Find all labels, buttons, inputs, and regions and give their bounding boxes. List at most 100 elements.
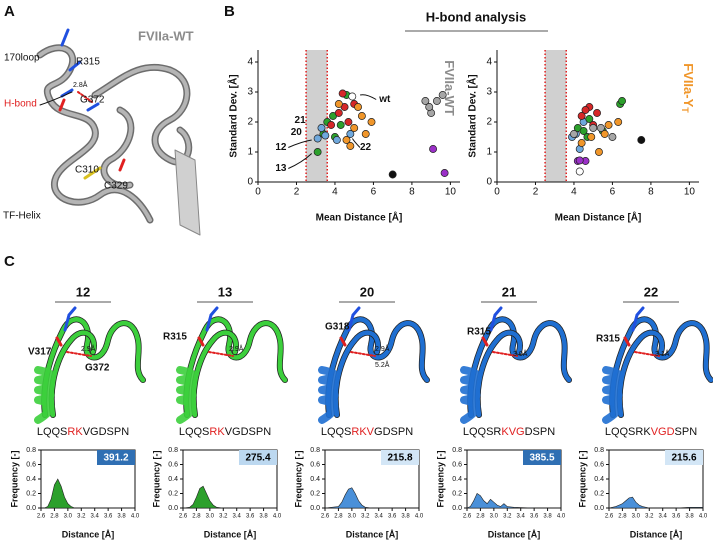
y-axis-label: Frequency [-] <box>151 450 161 507</box>
x-tick-label: 8 <box>648 187 654 198</box>
y-tick-label: 0.8 <box>310 447 320 454</box>
side-chain <box>623 336 631 347</box>
sequence: LQQSRKVGDSPN <box>179 426 271 438</box>
structure-id: 20 <box>360 284 374 299</box>
count-label: 385.5 <box>529 453 554 464</box>
y-tick-label: 0.2 <box>452 490 462 497</box>
x-tick-label: 2.8 <box>334 514 343 520</box>
x-axis-label: Distance [Å] <box>488 529 541 539</box>
point <box>589 124 598 132</box>
point <box>342 136 351 144</box>
side-chain <box>197 336 205 347</box>
hbond <box>492 351 518 357</box>
point <box>575 156 584 165</box>
point <box>317 124 326 132</box>
count-label: 215.8 <box>387 453 412 464</box>
panel-letter: C <box>4 253 15 270</box>
point <box>344 118 353 126</box>
sequence-part: LQQS <box>37 426 68 438</box>
side-chain <box>481 336 489 347</box>
point <box>388 170 397 179</box>
sequence-part: LQQS <box>179 426 210 438</box>
x-tick-label: 3.8 <box>117 514 126 520</box>
point <box>585 115 594 123</box>
structure-label: 5.2Å <box>375 360 390 369</box>
point <box>637 136 646 144</box>
side-chain <box>55 336 63 347</box>
y-tick-label: 0.0 <box>310 505 320 512</box>
y-tick-label: 0.4 <box>310 476 320 483</box>
y-tick-label: 0.0 <box>452 505 462 512</box>
side-chain <box>339 336 347 347</box>
structure-label: C329 <box>104 181 128 192</box>
helix <box>176 366 197 424</box>
annotation: 13 <box>275 163 287 174</box>
structure-ribbon <box>318 306 430 424</box>
point <box>425 103 434 111</box>
x-tick-label: 2.6 <box>179 514 188 520</box>
structure-label: 2.8Å <box>73 80 88 89</box>
structure-label: G372 <box>85 363 110 374</box>
count-box <box>665 450 703 465</box>
structure-label: R315 <box>163 332 187 343</box>
structure-id: 13 <box>218 284 232 299</box>
y-tick-label: 0.8 <box>452 447 462 454</box>
y-tick-label: 0.6 <box>594 461 604 468</box>
sequence-part: LQQSRK <box>605 426 652 438</box>
y-tick-label: 0.8 <box>168 447 178 454</box>
y-tick-label: 1 <box>486 147 492 158</box>
x-tick-label: 2.8 <box>618 514 627 520</box>
y-tick-label: 0.8 <box>26 447 36 454</box>
point <box>577 139 586 147</box>
count-box <box>381 450 419 465</box>
density-area <box>41 478 135 509</box>
y-axis-label: Standard Dev. [Å] <box>227 74 240 157</box>
x-tick-label: 3.4 <box>375 514 384 520</box>
structure-label: 3.1Å <box>655 349 670 358</box>
structure-label: 2.9Å <box>375 344 390 353</box>
x-tick-label: 0 <box>494 187 500 198</box>
y-tick-label: 2 <box>486 117 492 128</box>
x-tick-label: 3.0 <box>64 514 73 520</box>
structure-label: 170loop <box>4 53 40 64</box>
x-tick-label: 0 <box>255 187 261 198</box>
x-tick-label: 2 <box>294 187 300 198</box>
x-tick-label: 2.6 <box>37 514 46 520</box>
side-label-text: FVIIa-Y <box>681 63 696 107</box>
x-tick-label: 10 <box>684 187 696 198</box>
side-chain <box>63 306 77 332</box>
count-label: 215.6 <box>671 453 696 464</box>
y-tick-label: 0.0 <box>594 505 604 512</box>
y-tick-label: 0.4 <box>452 476 462 483</box>
structure-ribbon <box>34 306 146 424</box>
annotation: 12 <box>275 142 287 153</box>
x-tick-label: 3.4 <box>91 514 100 520</box>
x-axis-label: Distance [Å] <box>62 529 115 539</box>
sequence-part: RK <box>209 426 225 438</box>
y-tick-label: 4 <box>247 57 253 68</box>
structure-label: 3.0Å <box>513 349 528 358</box>
side-chain <box>631 306 645 332</box>
point <box>321 131 330 140</box>
side-label: FVIIa-YT <box>680 63 696 113</box>
x-axis-label: Distance [Å] <box>204 529 257 539</box>
point <box>348 92 357 101</box>
x-tick-label: 2.6 <box>605 514 614 520</box>
x-tick-label: 2.8 <box>476 514 485 520</box>
hbond <box>208 351 234 357</box>
point <box>334 109 343 117</box>
point <box>440 169 449 177</box>
structure-id: 12 <box>76 284 90 299</box>
annotation-arrow <box>288 139 312 148</box>
y-tick-label: 0.2 <box>594 490 604 497</box>
x-tick-label: 3.4 <box>659 514 668 520</box>
annotation-arrow <box>359 94 377 100</box>
structure-label: 2.9Å <box>81 344 96 353</box>
x-tick-label: 10 <box>445 187 457 198</box>
sequence-part: KVG <box>501 426 524 438</box>
y-axis-label: Frequency [-] <box>9 450 19 507</box>
structure-label: V317 <box>28 347 52 358</box>
point <box>595 148 603 156</box>
x-tick-label: 3.0 <box>206 514 215 520</box>
point <box>593 109 601 117</box>
